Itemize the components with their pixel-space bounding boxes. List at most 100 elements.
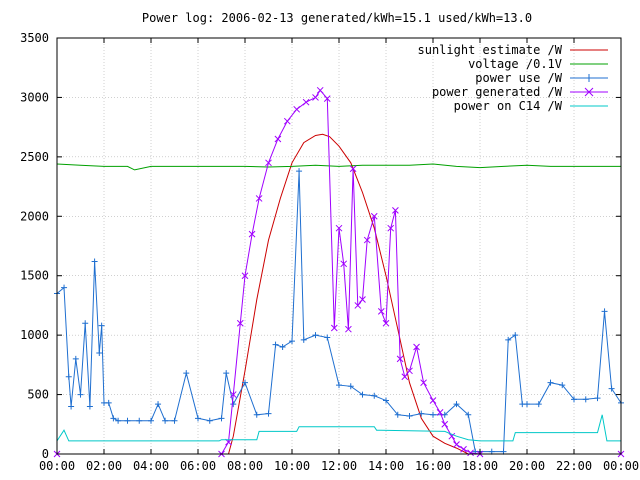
data-point xyxy=(383,397,389,404)
data-point xyxy=(547,379,554,386)
data-point xyxy=(392,206,399,214)
y-tick-label: 2000 xyxy=(20,209,49,223)
data-point xyxy=(230,401,237,408)
data-point xyxy=(535,401,542,408)
data-point xyxy=(370,212,378,220)
y-tick-label: 3500 xyxy=(20,31,49,45)
data-point xyxy=(336,382,342,389)
series-5 xyxy=(56,414,621,442)
x-tick-label: 08:00 xyxy=(227,459,263,473)
data-point xyxy=(148,417,154,424)
data-point xyxy=(396,355,404,363)
data-point xyxy=(242,379,248,386)
data-point xyxy=(236,319,244,327)
data-point xyxy=(467,449,474,457)
data-point xyxy=(345,325,352,333)
y-tick-label: 1500 xyxy=(20,269,49,283)
data-point xyxy=(289,338,295,345)
data-point xyxy=(347,383,354,390)
data-point xyxy=(283,117,291,125)
data-point xyxy=(359,296,366,303)
data-point xyxy=(65,373,72,380)
data-point xyxy=(312,94,319,101)
data-point xyxy=(272,341,279,348)
data-point xyxy=(300,336,307,343)
axis-ticks: 00:00 02:00 04:00 06:00 08:00 10:00 12:00 14:00… xyxy=(20,31,639,473)
data-point xyxy=(594,395,601,402)
data-point xyxy=(349,165,357,173)
plot-frame xyxy=(56,37,622,455)
data-point xyxy=(323,95,331,102)
data-point xyxy=(512,332,519,339)
data-point xyxy=(110,415,117,422)
x-tick-label: 20:00 xyxy=(509,459,545,473)
data-point xyxy=(312,332,319,339)
series-line xyxy=(56,163,621,171)
x-tick-label: 04:00 xyxy=(133,459,169,473)
data-point xyxy=(608,385,615,392)
series-1 xyxy=(57,133,621,455)
data-point xyxy=(171,417,178,424)
series-2 xyxy=(56,163,621,171)
data-point xyxy=(453,441,460,448)
data-point xyxy=(293,105,301,113)
series-line xyxy=(56,414,621,442)
y-tick-label: 3000 xyxy=(20,90,49,104)
data-point xyxy=(413,343,420,351)
data-point xyxy=(601,308,608,315)
data-point xyxy=(265,410,272,417)
data-point xyxy=(155,401,162,408)
data-point xyxy=(68,403,75,410)
x-tick-label: 18:00 xyxy=(462,459,498,473)
series-line xyxy=(56,171,622,453)
data-point xyxy=(460,445,467,453)
series-line xyxy=(57,133,621,455)
data-point xyxy=(453,401,460,408)
data-point xyxy=(105,399,112,406)
data-point xyxy=(382,319,390,327)
x-tick-label: 14:00 xyxy=(368,459,404,473)
data-point xyxy=(229,391,237,398)
data-point xyxy=(330,324,338,332)
legend-marker xyxy=(584,87,594,97)
data-point xyxy=(430,411,436,418)
data-point xyxy=(61,284,68,291)
data-point xyxy=(559,382,566,389)
data-point xyxy=(335,224,343,232)
legend-label: voltage /0.1V xyxy=(468,57,562,71)
data-point xyxy=(505,336,512,343)
data-point xyxy=(296,168,303,175)
data-point xyxy=(82,320,89,327)
data-point xyxy=(248,230,256,238)
data-point xyxy=(115,417,122,424)
data-point xyxy=(448,432,456,440)
data-point xyxy=(524,401,530,408)
data-point xyxy=(223,370,230,377)
x-tick-label: 12:00 xyxy=(321,459,357,473)
x-tick-label: 00:00 xyxy=(39,459,75,473)
data-point xyxy=(354,302,362,309)
data-point xyxy=(340,260,348,268)
data-point xyxy=(371,392,378,399)
legend-label: sunlight estimate /W xyxy=(418,43,563,57)
data-point xyxy=(387,224,395,232)
data-point xyxy=(91,258,98,265)
data-point xyxy=(377,308,385,315)
y-tick-label: 500 xyxy=(27,388,49,402)
legend-marker xyxy=(585,74,593,82)
data-point xyxy=(359,391,366,398)
data-point xyxy=(98,322,105,329)
y-tick-label: 2500 xyxy=(20,150,49,164)
data-point xyxy=(363,236,371,244)
x-tick-label: 10:00 xyxy=(274,459,310,473)
x-tick-label: 02:00 xyxy=(86,459,122,473)
chart-title: Power log: 2006-02-13 generated/kWh=15.1… xyxy=(142,11,532,25)
series-4 xyxy=(53,86,625,458)
data-point xyxy=(429,397,437,404)
legend-label: power on C14 /W xyxy=(454,99,563,113)
data-point xyxy=(302,98,310,106)
data-point xyxy=(253,411,260,418)
data-point xyxy=(96,349,103,356)
